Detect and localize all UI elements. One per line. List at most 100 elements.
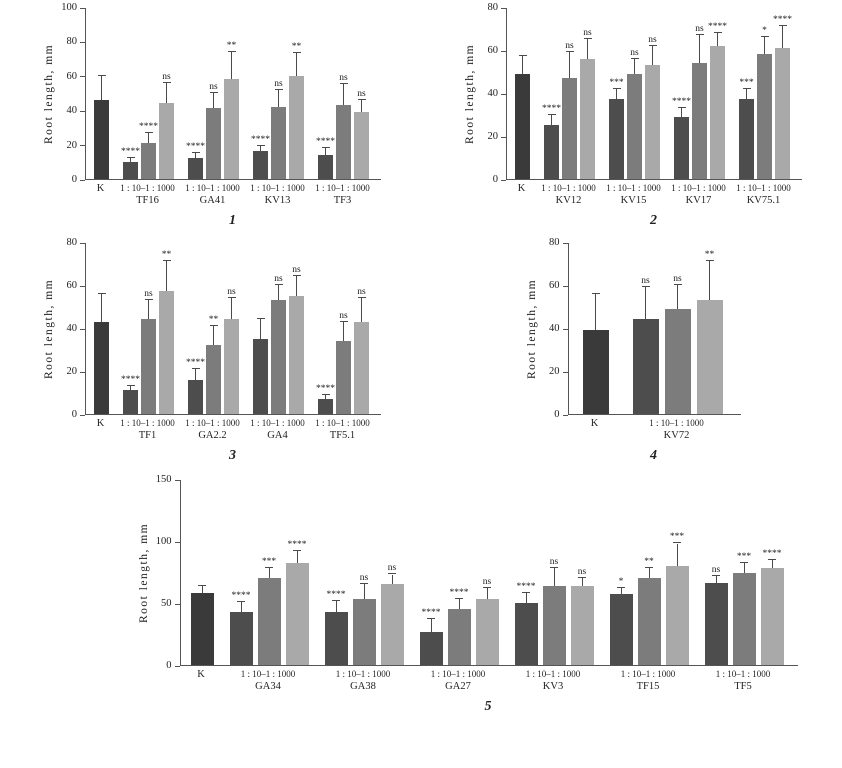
bar-slot: ns	[475, 479, 499, 665]
bar-slot: ****	[186, 242, 205, 414]
error-bar-cap	[274, 284, 283, 285]
error-bar	[101, 293, 102, 322]
error-bar-cap	[339, 320, 348, 322]
error-bar	[231, 297, 232, 320]
bar-slot: ****	[229, 479, 253, 665]
group-tick-label: 1 : 10–1 : 1000 TF3	[315, 183, 370, 206]
y-tick-label: 80	[66, 36, 78, 48]
error-bar-cap	[256, 318, 265, 320]
strain-name-label: KV17	[685, 195, 712, 206]
group-tick-label: 1 : 10–1 : 1000 GA27	[419, 669, 498, 692]
bar-slot: ns	[271, 7, 286, 179]
y-tick-mark	[501, 50, 506, 52]
error-bar	[195, 368, 196, 380]
bar-slot: ns	[352, 479, 376, 665]
error-bar	[325, 148, 326, 155]
strain-name-label: KV3	[542, 681, 564, 692]
y-tick-mark	[501, 7, 506, 9]
error-bar-cap	[292, 52, 301, 54]
bar	[188, 158, 203, 179]
y-tick-mark	[80, 371, 85, 373]
significance-label: ***	[261, 557, 277, 568]
y-tick-label: 80	[487, 2, 499, 13]
bar-slot: ns	[562, 7, 577, 179]
chart-panel-1: Root length, mm 0 20 40 60 80 100 **** **** ns ***…	[0, 2, 421, 229]
bar-slot: ns	[354, 7, 369, 179]
group-tick-label: 1 : 10–1 : 1000 KV15	[606, 183, 661, 206]
strain-name-label: KV15	[620, 195, 647, 206]
y-tick-label: 60	[66, 280, 78, 291]
panel-number: 5	[484, 699, 492, 714]
bar-slot: ns	[141, 242, 156, 414]
error-bar	[278, 89, 279, 107]
significance-label: ns	[209, 82, 218, 92]
plot-wrap: **** **** ns **** ns ** **** ns ** **** ns ns K 1 : 1…	[85, 8, 381, 206]
plot-wrap: **** *** **** **** ns ns **** **** ns **** ns ns * **…	[179, 479, 798, 692]
bar-group: ns *** ****	[704, 479, 784, 665]
bar-slot	[94, 7, 109, 179]
y-axis-label: Root length, mm	[464, 43, 476, 145]
error-bar-cap	[742, 87, 751, 89]
y-tick-label: 40	[66, 105, 78, 117]
error-bar-cap	[339, 83, 348, 85]
significance-label: ****	[186, 142, 205, 153]
error-bar-cap	[673, 542, 681, 544]
significance-label: **	[644, 557, 654, 568]
bar	[229, 611, 253, 665]
error-bar	[616, 88, 617, 100]
y-tick-label: 20	[549, 366, 560, 377]
bar-slot: *	[757, 7, 772, 179]
bar-slot: ns	[289, 242, 304, 414]
error-bar-cap	[768, 558, 776, 560]
error-bar	[652, 45, 653, 66]
error-bar	[458, 599, 460, 610]
significance-label: ns	[339, 310, 348, 321]
bar-group: **** ** ns	[186, 242, 239, 414]
bar	[542, 585, 566, 665]
chart-panel-2: Root length, mm 0 20 40 60 80 **** ns ns *** ns ns *…	[421, 2, 842, 229]
bar	[257, 578, 281, 665]
error-bar	[213, 93, 214, 109]
y-tick-mark	[80, 110, 85, 112]
bar-slot: **	[206, 242, 221, 414]
bar-group: *** * ****	[739, 7, 792, 179]
bar	[609, 99, 624, 179]
dilution-range-label: 1 : 10–1 : 1000	[541, 183, 596, 193]
error-bar	[620, 588, 622, 595]
bar-slot: ***	[739, 7, 754, 179]
panel-number: 4	[650, 448, 657, 463]
bar	[253, 151, 268, 179]
bar-group: * ** ***	[609, 479, 689, 665]
y-tick-label: 40	[487, 88, 499, 99]
error-bar	[430, 619, 432, 632]
bar	[419, 631, 443, 665]
chart-panel-3: Root length, mm 0 20 40 60 80 **** ns ** **** ** ns…	[0, 237, 421, 464]
strain-name-label: KV72	[663, 430, 690, 441]
group-tick-label: 1 : 10–1 : 1000 KV12	[541, 183, 596, 206]
error-bar	[699, 34, 700, 63]
bar-slot: ns	[692, 7, 707, 179]
error-bar	[130, 158, 131, 162]
bar-group: **** ns ns	[316, 242, 369, 414]
dilution-range-label: 1 : 10–1 : 1000	[335, 669, 391, 679]
y-tick-label: 20	[487, 131, 499, 142]
y-tick-mark	[501, 179, 506, 181]
bar	[475, 599, 499, 665]
strain-name-label: KV12	[555, 195, 582, 206]
bar	[609, 594, 633, 665]
error-bar	[587, 39, 588, 59]
panel-number: 3	[229, 448, 236, 463]
y-axis: 0 20 40 60 80	[479, 2, 506, 185]
error-bar-cap	[630, 57, 639, 59]
error-bar-cap	[332, 599, 340, 601]
group-tick-label: 1 : 10–1 : 1000 TF16	[120, 183, 175, 206]
y-tick-mark	[80, 179, 85, 181]
y-tick-label: 150	[155, 474, 172, 485]
error-bar	[343, 321, 344, 341]
bar	[324, 611, 348, 665]
strain-name-label: GA34	[255, 681, 281, 692]
y-tick-label: 0	[71, 174, 77, 185]
chart-row: Root length, mm 0 50 100 150 **** *** **** **** n…	[135, 474, 798, 692]
group-tick-label: 1 : 10–1 : 1000 KV75.1	[736, 183, 791, 206]
